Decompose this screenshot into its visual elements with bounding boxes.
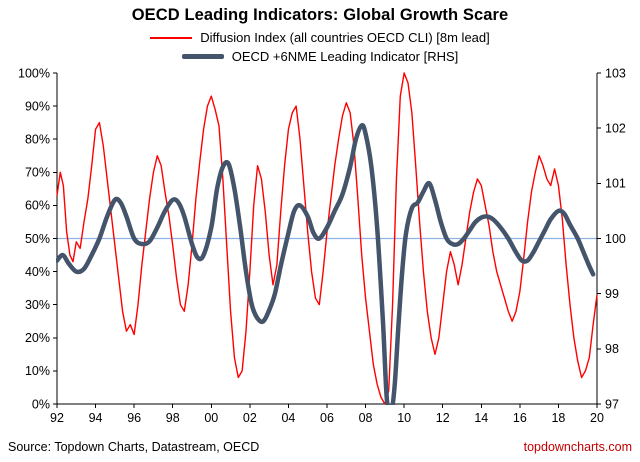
x-axis-tick-label: 04 [281,411,295,425]
left-axis-tick-label: 0% [32,397,50,411]
series-line-1 [56,123,596,405]
legend-item-diffusion-index: Diffusion Index (all countries OECD CLI)… [150,29,490,46]
legend-label-oecd-6nme: OECD +6NME Leading Indicator [RHS] [231,49,459,64]
right-axis-tick-label: 99 [605,287,619,301]
left-axis-tick-label: 80% [25,133,50,147]
x-axis-tick-label: 96 [127,411,141,425]
right-axis-tick-label: 102 [605,121,626,135]
left-axis-tick-label: 40% [25,265,50,279]
dark-line-swatch-icon [181,54,224,59]
x-axis-tick-label: 16 [513,411,527,425]
red-line-swatch-icon [150,36,193,39]
page-title: OECD Leading Indicators: Global Growth S… [131,6,509,24]
right-axis-tick-label: 103 [605,66,626,80]
source-text: Source: Topdown Charts, Datastream, OECD [8,440,260,454]
left-axis-tick-label: 10% [25,364,50,378]
legend-item-oecd-6nme: OECD +6NME Leading Indicator [RHS] [181,48,459,65]
right-axis-tick-label: 101 [605,177,626,191]
x-axis-tick-label: 14 [474,411,488,425]
x-axis-tick-label: 08 [359,411,373,425]
x-axis-tick-label: 02 [243,411,257,425]
x-axis-tick-label: 06 [320,411,334,425]
x-axis-tick-label: 12 [436,411,450,425]
left-axis-tick-label: 60% [25,199,50,213]
axes [53,72,601,408]
x-axis-tick-label: 94 [89,411,103,425]
left-axis-tick-label: 70% [25,166,50,180]
chart-legend: Diffusion Index (all countries OECD CLI)… [0,29,640,65]
right-axis-tick-label: 100 [605,232,626,246]
x-axis-tick-label: 92 [50,411,64,425]
left-axis-tick-label: 100% [18,66,50,80]
chart-footer: Source: Topdown Charts, Datastream, OECD… [8,440,632,454]
right-axis-tick-label: 98 [605,342,619,356]
x-axis-tick-label: 98 [166,411,180,425]
series-line-0 [56,72,598,405]
series-group [56,72,598,405]
watermark-site-text: topdowncharts.com [523,440,632,454]
left-axis-tick-label: 30% [25,298,50,312]
left-axis-tick-label: 50% [25,232,50,246]
x-axis-tick-label: 10 [397,411,411,425]
x-axis-tick-label: 18 [551,411,565,425]
x-axis-tick-label: 00 [204,411,218,425]
left-axis-tick-label: 90% [25,99,50,113]
x-axis-tick-label: 20 [590,411,604,425]
legend-label-diffusion-index: Diffusion Index (all countries OECD CLI)… [200,30,490,45]
left-axis-tick-label: 20% [25,331,50,345]
right-axis-tick-label: 97 [605,397,619,411]
